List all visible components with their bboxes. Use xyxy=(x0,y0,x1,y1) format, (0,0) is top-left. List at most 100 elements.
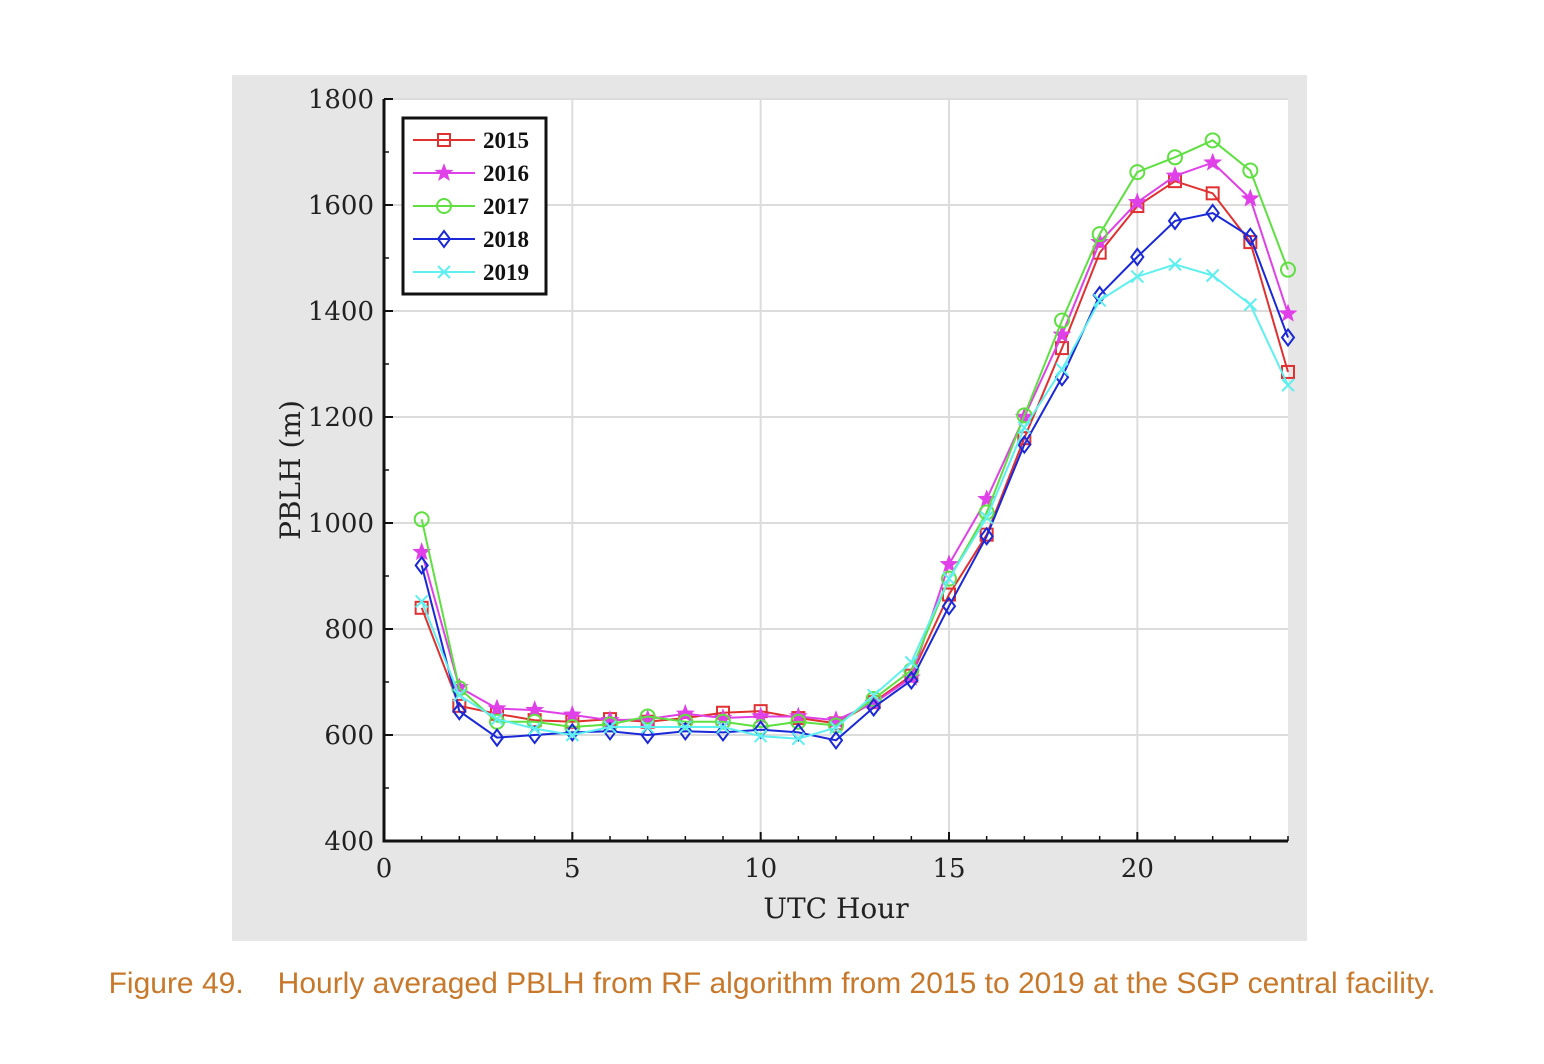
x-tick-label: 5 xyxy=(564,854,581,884)
legend-label: 2018 xyxy=(483,227,529,252)
data-point-2019 xyxy=(829,720,843,735)
data-point-2018 xyxy=(452,701,467,721)
x-axis-label: UTC Hour xyxy=(763,892,909,925)
caption-text: Hourly averaged PBLH from RF algorithm f… xyxy=(277,967,1436,1000)
data-point-2017 xyxy=(1167,149,1183,166)
data-point-2019 xyxy=(527,721,542,736)
data-point-2018 xyxy=(828,730,844,750)
data-point-2017 xyxy=(677,713,694,730)
data-point-2019 xyxy=(678,720,693,734)
data-point-2018 xyxy=(1243,227,1258,247)
data-point-2016 xyxy=(1165,165,1185,184)
data-point-2019 xyxy=(1168,257,1182,272)
data-point-2019 xyxy=(1281,378,1295,392)
data-point-2016 xyxy=(1127,192,1147,211)
x-tick-label: 20 xyxy=(1121,854,1154,884)
data-point-2019 xyxy=(753,729,768,743)
data-point-2019 xyxy=(414,594,429,609)
series-line-2019 xyxy=(420,263,1289,740)
x-tick-label: 10 xyxy=(744,854,777,884)
y-tick-label: 1600 xyxy=(308,191,374,221)
data-point-2016 xyxy=(1240,188,1260,207)
data-point-2017 xyxy=(865,690,882,707)
data-point-2017 xyxy=(639,708,656,725)
data-point-2019 xyxy=(942,571,956,586)
data-point-2019 xyxy=(1055,362,1069,377)
data-point-2017 xyxy=(715,713,731,730)
data-point-2018 xyxy=(1280,327,1296,348)
data-point-2019 xyxy=(490,712,504,726)
data-point-2019 xyxy=(1092,293,1107,308)
data-point-2019 xyxy=(791,732,806,746)
data-point-2016 xyxy=(487,698,507,717)
data-point-2018 xyxy=(489,727,505,748)
x-tick-label: 0 xyxy=(376,854,393,884)
data-point-2017 xyxy=(941,570,957,587)
caption-label: Figure 49. xyxy=(108,967,244,1000)
data-point-2015 xyxy=(1092,245,1107,260)
data-point-2019 xyxy=(716,720,730,734)
data-point-2018 xyxy=(979,526,994,546)
data-point-2018 xyxy=(904,670,919,691)
data-point-2019 xyxy=(640,720,655,734)
data-point-2016 xyxy=(675,703,695,722)
data-point-2019 xyxy=(979,510,994,525)
y-tick-label: 400 xyxy=(324,827,374,857)
data-point-2019 xyxy=(452,688,467,702)
legend-marker xyxy=(434,163,454,182)
y-tick-label: 1000 xyxy=(308,509,374,539)
x-tick-label: 15 xyxy=(932,854,965,884)
data-point-2016 xyxy=(525,700,545,719)
data-point-2017 xyxy=(1091,226,1108,243)
legend-marker xyxy=(436,198,452,214)
data-point-2017 xyxy=(413,511,430,528)
data-point-2018 xyxy=(678,721,693,741)
legend: 2015 2016 2017 2018 2019 xyxy=(401,116,548,296)
data-point-2019 xyxy=(1205,268,1220,283)
data-point-2019 xyxy=(603,720,617,734)
y-axis-label: PBLH (m) xyxy=(274,400,307,540)
data-point-2017 xyxy=(1280,261,1296,278)
data-point-2016 xyxy=(562,704,582,723)
legend-label: 2017 xyxy=(483,194,529,219)
legend-entry-2016: 2016 xyxy=(413,161,529,186)
legend-marker xyxy=(436,229,452,249)
series-lines xyxy=(412,132,1298,750)
data-point-2015 xyxy=(1205,186,1220,201)
data-point-2018 xyxy=(753,720,768,740)
series-2019 xyxy=(414,257,1295,746)
data-point-2017 xyxy=(790,713,807,730)
axes: 400 600 800 1000 1200 1400 1600 1800 0 5 10 15 20 UTC… xyxy=(274,85,1289,925)
legend-marker xyxy=(437,133,451,147)
data-point-2019 xyxy=(904,655,919,670)
data-point-2016 xyxy=(1203,152,1223,171)
data-point-2016 xyxy=(939,554,959,573)
legend-marker xyxy=(437,265,451,279)
y-tick-label: 1400 xyxy=(308,297,374,327)
data-point-2018 xyxy=(1205,203,1220,223)
data-point-2018 xyxy=(1167,211,1183,231)
data-point-2019 xyxy=(565,728,580,742)
data-point-2017 xyxy=(1242,162,1259,179)
legend-entry-2017: 2017 xyxy=(413,194,529,219)
data-point-2018 xyxy=(1092,285,1107,305)
legend-label: 2015 xyxy=(483,128,529,153)
figure-panel: 400 600 800 1000 1200 1400 1600 1800 0 5 10 15 20 UTC… xyxy=(232,75,1307,941)
data-point-2016 xyxy=(1278,303,1298,322)
data-point-2019 xyxy=(1017,420,1032,435)
data-point-2016 xyxy=(1052,324,1072,343)
legend-entry-2015: 2015 xyxy=(413,128,529,153)
legend-label: 2016 xyxy=(483,161,529,186)
y-tick-label: 1200 xyxy=(308,403,374,433)
series-2018 xyxy=(414,203,1296,750)
legend-label: 2019 xyxy=(483,260,529,285)
y-tick-label: 800 xyxy=(324,615,374,645)
data-point-2017 xyxy=(1204,132,1221,149)
pblh-line-chart: 400 600 800 1000 1200 1400 1600 1800 0 5 10 15 20 UTC… xyxy=(274,85,1298,925)
data-point-2019 xyxy=(866,688,881,702)
data-point-2017 xyxy=(1129,164,1146,181)
data-point-2018 xyxy=(941,596,957,616)
y-tick-label: 1800 xyxy=(308,85,374,115)
y-tick-label: 600 xyxy=(324,721,374,751)
data-point-2019 xyxy=(1130,269,1145,284)
